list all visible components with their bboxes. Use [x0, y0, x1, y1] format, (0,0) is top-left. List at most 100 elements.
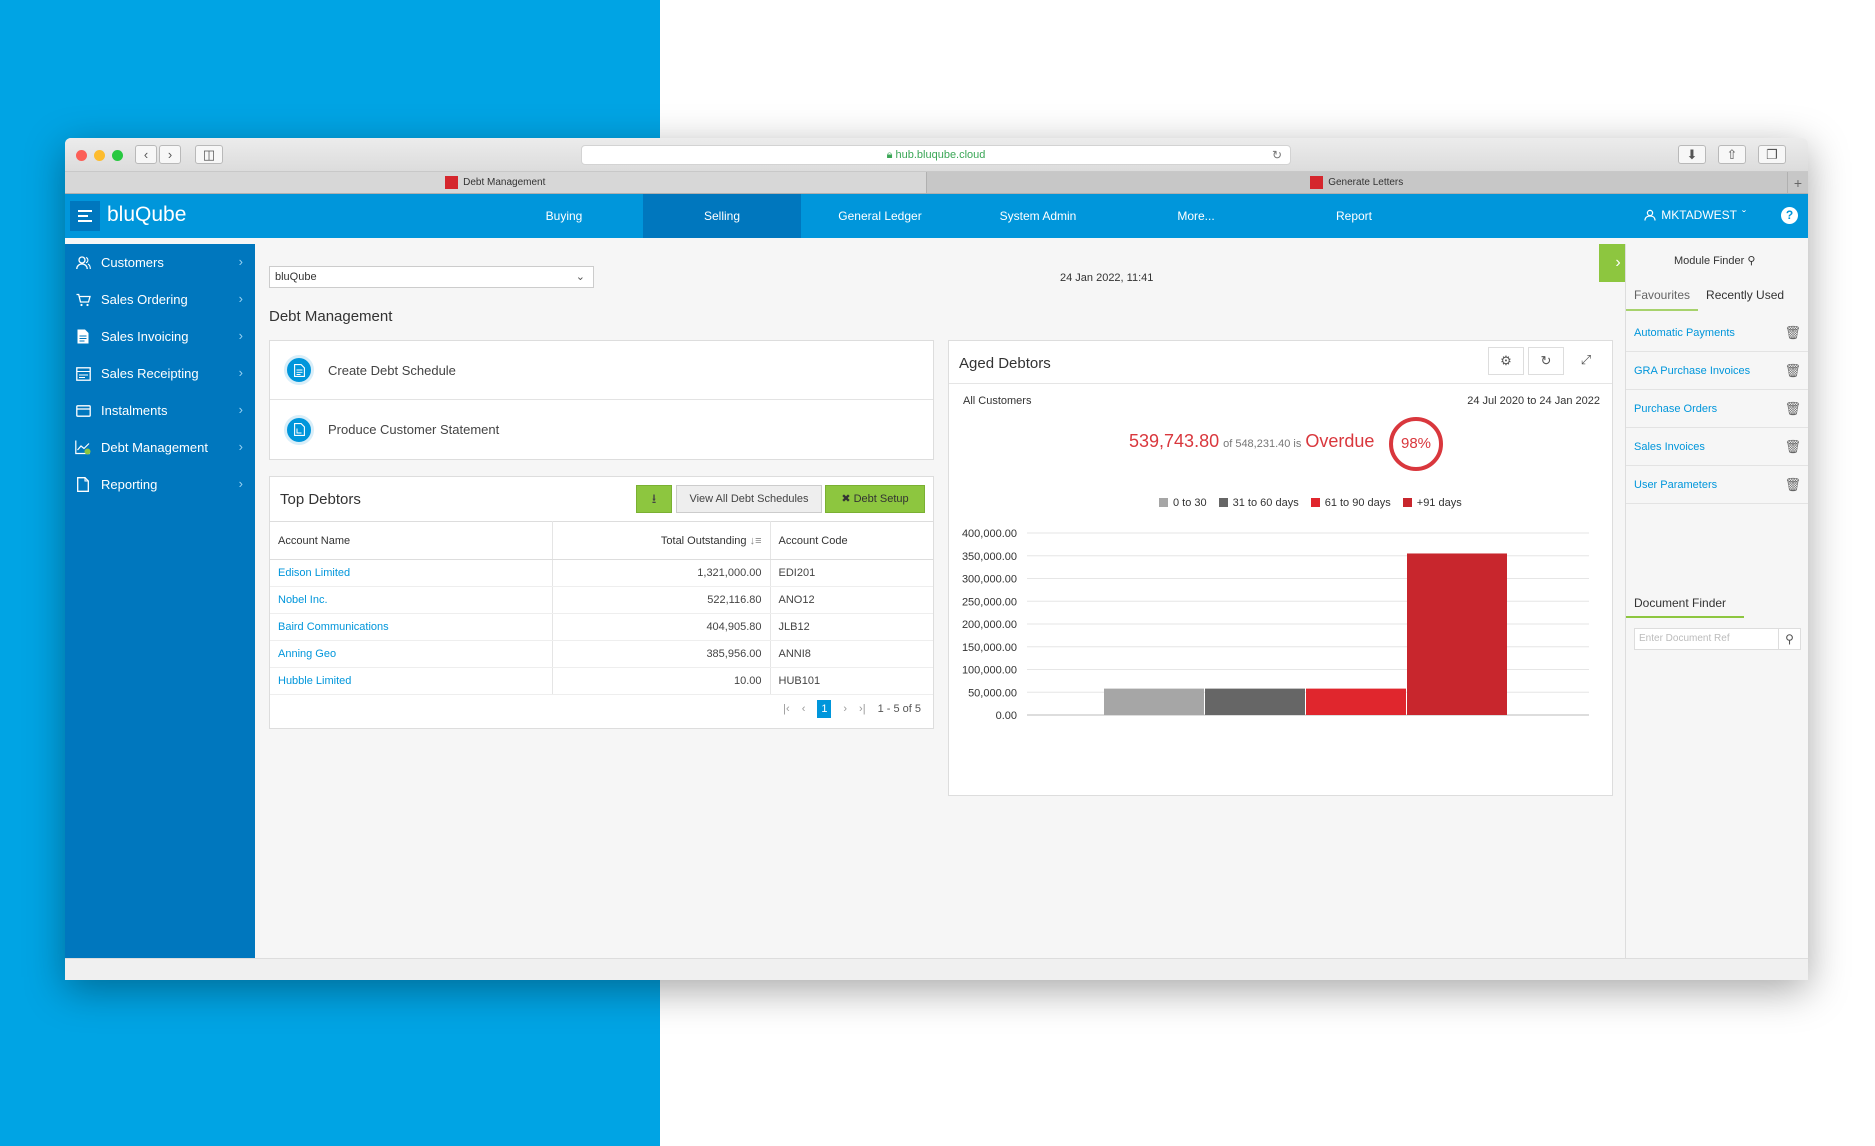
sidebar-toggle-icon[interactable]: ◫ [195, 145, 223, 164]
last-page-icon[interactable]: ›| [859, 703, 866, 715]
column-header-account-name[interactable]: Account Name [270, 521, 553, 560]
new-tab-button[interactable]: + [1793, 174, 1803, 191]
favourite-link[interactable]: GRA Purchase Invoices [1634, 364, 1751, 377]
tab-favourites[interactable]: Favourites [1626, 282, 1699, 311]
fullscreen-icon[interactable]: ⤢ [1568, 347, 1604, 375]
first-page-icon[interactable]: |‹ [783, 703, 790, 715]
pagination-count: 1 - 5 of 5 [877, 703, 921, 715]
overdue-percentage-badge: 98% [1389, 417, 1443, 471]
nav-general-ledger[interactable]: General Ledger [838, 209, 922, 223]
y-tick-label: 150,000.00 [962, 642, 1017, 654]
share-icon[interactable]: ⇧ [1718, 145, 1746, 164]
trash-icon[interactable]: 🗑︎ [1784, 400, 1801, 416]
sidebar-item-sales-ordering[interactable]: Sales Ordering › [65, 281, 255, 318]
settings-gear-icon[interactable]: ⚙ [1488, 347, 1524, 375]
page-number-button[interactable]: 1 [817, 700, 832, 718]
bar--91-days[interactable] [1407, 553, 1507, 715]
account-name-link[interactable]: Nobel Inc. [278, 594, 328, 606]
column-header-total-outstanding[interactable]: Total Outstanding ↓≡ [552, 521, 771, 560]
company-select[interactable]: bluQube ⌄ [269, 266, 594, 288]
back-button[interactable]: ‹ [135, 145, 157, 164]
trash-icon[interactable]: 🗑︎ [1784, 362, 1801, 378]
hamburger-menu-icon[interactable] [70, 201, 100, 231]
nav-selling[interactable]: Selling [643, 194, 801, 238]
browser-window: ‹ › ◫ 🔒︎ hub.bluqube.cloud ↻ ⬇ ⇧ ❐ Debt … [65, 138, 1808, 980]
trash-icon[interactable]: 🗑︎ [1784, 476, 1801, 492]
download-button[interactable]: ⭳ [636, 485, 672, 513]
window-controls [76, 150, 123, 161]
aged-debtors-panel: Aged Debtors ⚙ ↻ ⤢ All Customers 24 Jul … [948, 340, 1613, 796]
maximize-window-button[interactable] [112, 150, 123, 161]
bar-61-to-90-days[interactable] [1306, 688, 1406, 715]
tab-recently-used[interactable]: Recently Used [1706, 288, 1785, 302]
sidebar-item-sales-receipting[interactable]: Sales Receipting › [65, 355, 255, 392]
url-text: hub.bluqube.cloud [895, 149, 986, 161]
legend-label: 0 to 30 [1173, 497, 1207, 509]
nav-report[interactable]: Report [1335, 209, 1373, 223]
trash-icon[interactable]: 🗑︎ [1784, 324, 1801, 340]
sidebar-item-label: Reporting [101, 477, 158, 492]
user-menu[interactable]: MKTADWEST ˇ [1644, 208, 1746, 222]
legend-item[interactable]: +91 days [1402, 497, 1462, 509]
nav-buying[interactable]: Buying [545, 209, 583, 223]
close-window-button[interactable] [76, 150, 87, 161]
account-name-link[interactable]: Anning Geo [278, 648, 337, 660]
produce-customer-statement-action[interactable]: Produce Customer Statement [270, 400, 933, 459]
chart-legend: 0 to 30 31 to 60 days 61 to 90 days +91 … [1159, 497, 1462, 509]
legend-item[interactable]: 61 to 90 days [1310, 497, 1391, 509]
document-ref-input[interactable]: Enter Document Ref ⚲ [1634, 628, 1801, 650]
list-item: Sales Invoices 🗑︎ [1626, 428, 1808, 466]
tabs-overview-icon[interactable]: ❐ [1758, 145, 1786, 164]
prev-page-icon[interactable]: ‹ [801, 703, 806, 715]
help-icon[interactable]: ? [1781, 207, 1798, 224]
favourite-link[interactable]: User Parameters [1634, 478, 1718, 491]
top-navigation: Buying Selling General Ledger System Adm… [485, 194, 1433, 238]
y-tick-label: 0.00 [996, 710, 1017, 722]
favourite-link[interactable]: Purchase Orders [1634, 402, 1718, 415]
view-all-debt-schedules-button[interactable]: View All Debt Schedules [676, 485, 822, 513]
legend-item[interactable]: 31 to 60 days [1218, 497, 1299, 509]
chevron-right-icon: › [238, 402, 243, 417]
sidebar-item-reporting[interactable]: Reporting › [65, 466, 255, 503]
url-bar[interactable]: 🔒︎ hub.bluqube.cloud ↻ [581, 145, 1291, 165]
minimize-window-button[interactable] [94, 150, 105, 161]
next-page-icon[interactable]: › [843, 703, 848, 715]
bar-0-to-30[interactable] [1104, 688, 1204, 715]
column-header-account-code[interactable]: Account Code [770, 521, 933, 560]
account-name-link[interactable]: Edison Limited [278, 567, 351, 579]
sidebar-item-debt-management[interactable]: Debt Management › [65, 429, 255, 466]
bar-31-to-60-days[interactable] [1205, 688, 1305, 715]
debt-setup-button[interactable]: ✖ Debt Setup [825, 485, 925, 513]
account-code-cell: HUB101 [770, 667, 933, 695]
legend-swatch [1218, 498, 1228, 507]
module-tabs: Favourites Recently Used [1626, 282, 1808, 311]
search-icon[interactable]: ⚲ [1778, 629, 1800, 649]
legend-label: 61 to 90 days [1324, 497, 1391, 509]
nav-more[interactable]: More... [1177, 209, 1215, 223]
trash-icon[interactable]: 🗑︎ [1784, 438, 1801, 454]
chevron-right-icon: › [238, 291, 243, 306]
nav-system-admin[interactable]: System Admin [999, 209, 1077, 223]
chevron-down-icon: ˇ [1742, 208, 1746, 222]
favourite-link[interactable]: Sales Invoices [1634, 440, 1705, 453]
browser-tab-debt-management[interactable]: Debt Management [65, 172, 927, 193]
reload-icon[interactable]: ↻ [1271, 148, 1282, 162]
download-icon[interactable]: ⬇ [1678, 145, 1706, 164]
browser-toolbar: ‹ › ◫ 🔒︎ hub.bluqube.cloud ↻ ⬇ ⇧ ❐ [65, 138, 1808, 172]
sidebar-item-instalments[interactable]: Instalments › [65, 392, 255, 429]
create-debt-schedule-action[interactable]: Create Debt Schedule [270, 341, 933, 400]
main-content: bluQube ⌄ 24 Jan 2022, 11:41 › Debt Mana… [255, 244, 1637, 958]
module-finder[interactable]: Module Finder ⚲ [1674, 254, 1755, 267]
refresh-icon[interactable]: ↻ [1528, 347, 1564, 375]
sidebar-item-sales-invoicing[interactable]: Sales Invoicing › [65, 318, 255, 355]
aged-debtors-scope: All Customers [963, 395, 1032, 407]
account-name-link[interactable]: Hubble Limited [278, 675, 352, 687]
browser-tabs: Debt Management Generate Letters + [65, 172, 1808, 194]
account-name-link[interactable]: Baird Communications [278, 621, 389, 633]
forward-button[interactable]: › [159, 145, 181, 164]
tools-icon: ✖ [841, 493, 851, 505]
favourite-link[interactable]: Automatic Payments [1634, 326, 1735, 339]
legend-item[interactable]: 0 to 30 [1159, 497, 1207, 509]
sidebar-item-customers[interactable]: Customers › [65, 244, 255, 281]
browser-tab-generate-letters[interactable]: Generate Letters [927, 172, 1788, 193]
